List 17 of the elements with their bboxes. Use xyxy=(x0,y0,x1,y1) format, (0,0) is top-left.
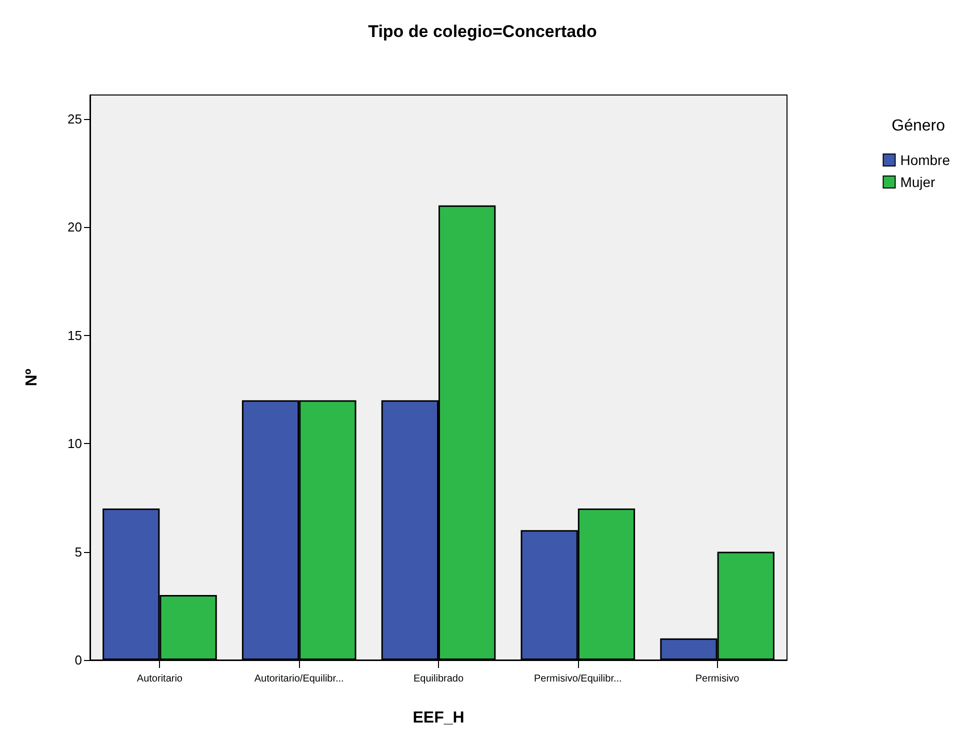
y-tick-label: 0 xyxy=(74,652,82,668)
y-tick-label: 25 xyxy=(68,111,82,126)
x-tick-label: Equilibrado xyxy=(413,674,464,684)
legend-label: Hombre xyxy=(900,152,950,168)
y-tick-label: 10 xyxy=(68,436,82,452)
x-axis-title: EEF_H xyxy=(412,710,464,726)
x-tick-label: Autoritario xyxy=(136,674,183,684)
y-tick-label: 20 xyxy=(68,220,82,235)
x-tick-label: Permisivo xyxy=(695,674,740,684)
chart-title: Tipo de colegio=Concertado xyxy=(368,22,597,41)
y-tick-label: 15 xyxy=(68,328,82,343)
x-tick-label: Autoritario/Equilibr... xyxy=(254,674,344,684)
x-tick-label: Permisivo/Equilibr... xyxy=(534,674,622,684)
legend-title: Género xyxy=(892,118,946,134)
legend-label: Mujer xyxy=(900,174,936,190)
y-tick-label: 5 xyxy=(74,544,82,560)
y-axis-title: Nº xyxy=(24,368,40,386)
